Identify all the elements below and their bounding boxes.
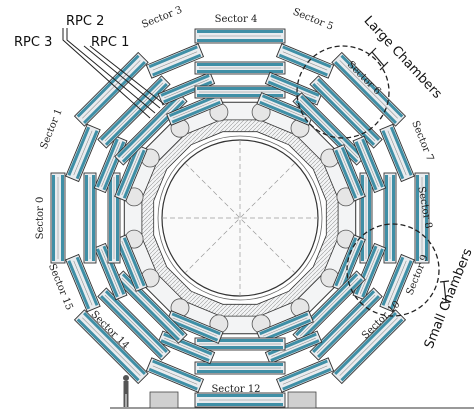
chamber-station [275, 357, 335, 393]
chamber-station [114, 92, 188, 166]
sector-7-label: Sector 7 [409, 119, 435, 163]
sector-4-label: Sector 4 [215, 14, 258, 25]
small-chambers-marker [439, 280, 451, 304]
sector-chambers [50, 28, 430, 408]
chamber-station [65, 253, 101, 313]
small-chambers-label: Small Chambers [422, 246, 474, 351]
chamber-station [309, 75, 383, 149]
chamber-station [194, 337, 286, 351]
large-chambers-marker [367, 47, 389, 71]
chamber-station [73, 309, 149, 385]
chamber-station [332, 144, 366, 202]
support-feet [149, 391, 317, 409]
chamber-station [383, 172, 397, 264]
chamber-station [166, 310, 224, 344]
chamber-station [194, 361, 286, 375]
chamber-station [379, 123, 415, 183]
chamber-station [194, 85, 286, 99]
chamber-station [50, 172, 66, 264]
chamber-station [73, 51, 149, 127]
chamber-station [97, 75, 171, 149]
rpc-leader-lines [62, 28, 165, 119]
sector-3-label: Sector 3 [140, 5, 184, 31]
sector-1-label: Sector 1 [39, 107, 65, 151]
small-chambers-highlight [346, 223, 440, 317]
chamber-station [114, 144, 148, 202]
chamber-station [194, 28, 286, 44]
chamber-station [414, 172, 430, 264]
chamber-station [83, 172, 97, 264]
chamber-station [359, 172, 373, 264]
chamber-station [309, 287, 383, 361]
chamber-station [256, 92, 314, 126]
chamber-station [331, 309, 407, 385]
chamber-station [379, 253, 415, 313]
rpc-1-label: RPC 1 [91, 35, 129, 50]
chamber-station [194, 61, 286, 75]
large-chambers-highlight [296, 45, 390, 139]
chamber-station [65, 123, 101, 183]
sector-12-label: Sector 12 [211, 384, 260, 395]
sector-0-label: Sector 0 [35, 197, 46, 240]
sector-5-label: Sector 5 [291, 7, 335, 33]
chamber-station [145, 43, 205, 79]
chamber-station [275, 43, 335, 79]
chamber-station [97, 287, 171, 361]
chamber-station [145, 357, 205, 393]
rpc-2-label: RPC 2 [66, 14, 104, 29]
chamber-station [352, 135, 387, 194]
rpc-3-label: RPC 3 [14, 35, 52, 50]
chamber-station [194, 392, 286, 408]
chamber-station [332, 234, 366, 292]
inner-circle [157, 135, 323, 301]
person-figure [123, 375, 129, 407]
chamber-station [166, 92, 224, 126]
chamber-station [107, 172, 121, 264]
chamber-station [114, 234, 148, 292]
